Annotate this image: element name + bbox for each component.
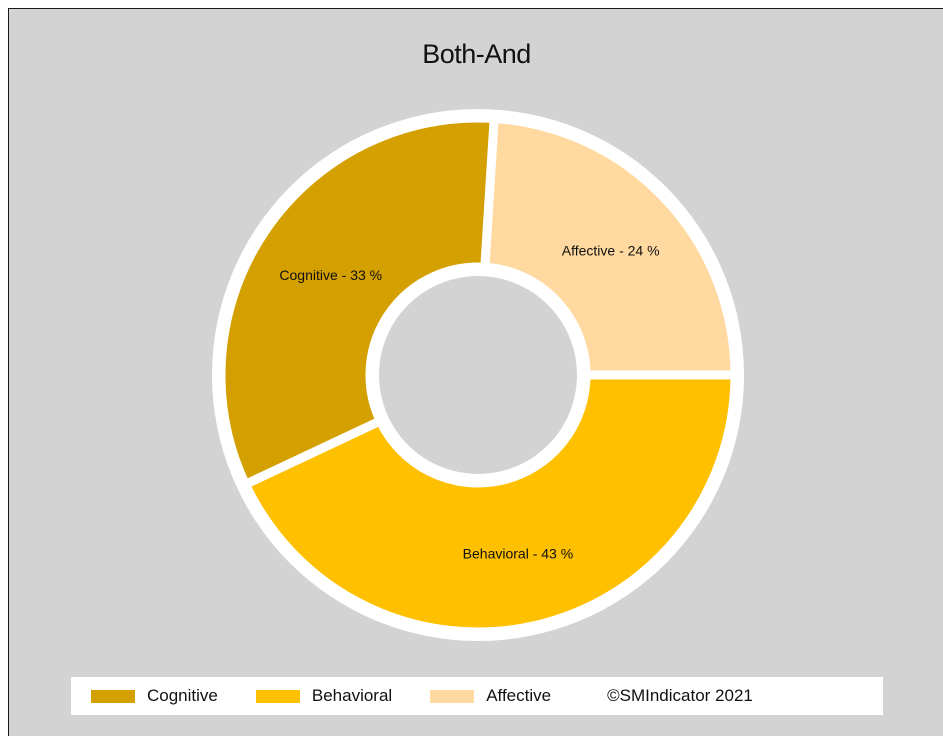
legend-item-affective: Affective (430, 686, 551, 706)
legend-swatch-cognitive (91, 689, 135, 703)
labels-layer: Affective - 24 % Cognitive - 33 % Behavior… (279, 242, 659, 561)
copyright-text: ©SMIndicator 2021 (607, 686, 753, 705)
legend-swatch-affective (430, 689, 475, 703)
legend-item-behavioral: Behavioral (255, 686, 393, 706)
legend-label-cognitive: Cognitive (147, 686, 218, 705)
slices-layer (212, 109, 744, 641)
legend-label-behavioral: Behavioral (311, 686, 393, 705)
chart-title: Both-And (422, 39, 531, 69)
slice-label-cognitive: Cognitive - 33 % (279, 267, 382, 283)
legend-swatch-behavioral (255, 689, 300, 703)
slice-label-behavioral: Behavioral - 43 % (463, 546, 574, 562)
legend-label-affective: Affective (486, 686, 552, 705)
donut-hole (370, 267, 586, 483)
donut-chart: Affective - 24 % Cognitive - 33 % Behavior… (212, 109, 744, 641)
chart-frame: Both-And Affective - 24 % Cognitive - 33 … (8, 8, 943, 736)
legend-item-cognitive: Cognitive (91, 686, 218, 706)
slice-label-affective: Affective - 24 % (562, 242, 660, 258)
legend: Cognitive Behavioral Affective ©SMIndica… (71, 677, 883, 715)
